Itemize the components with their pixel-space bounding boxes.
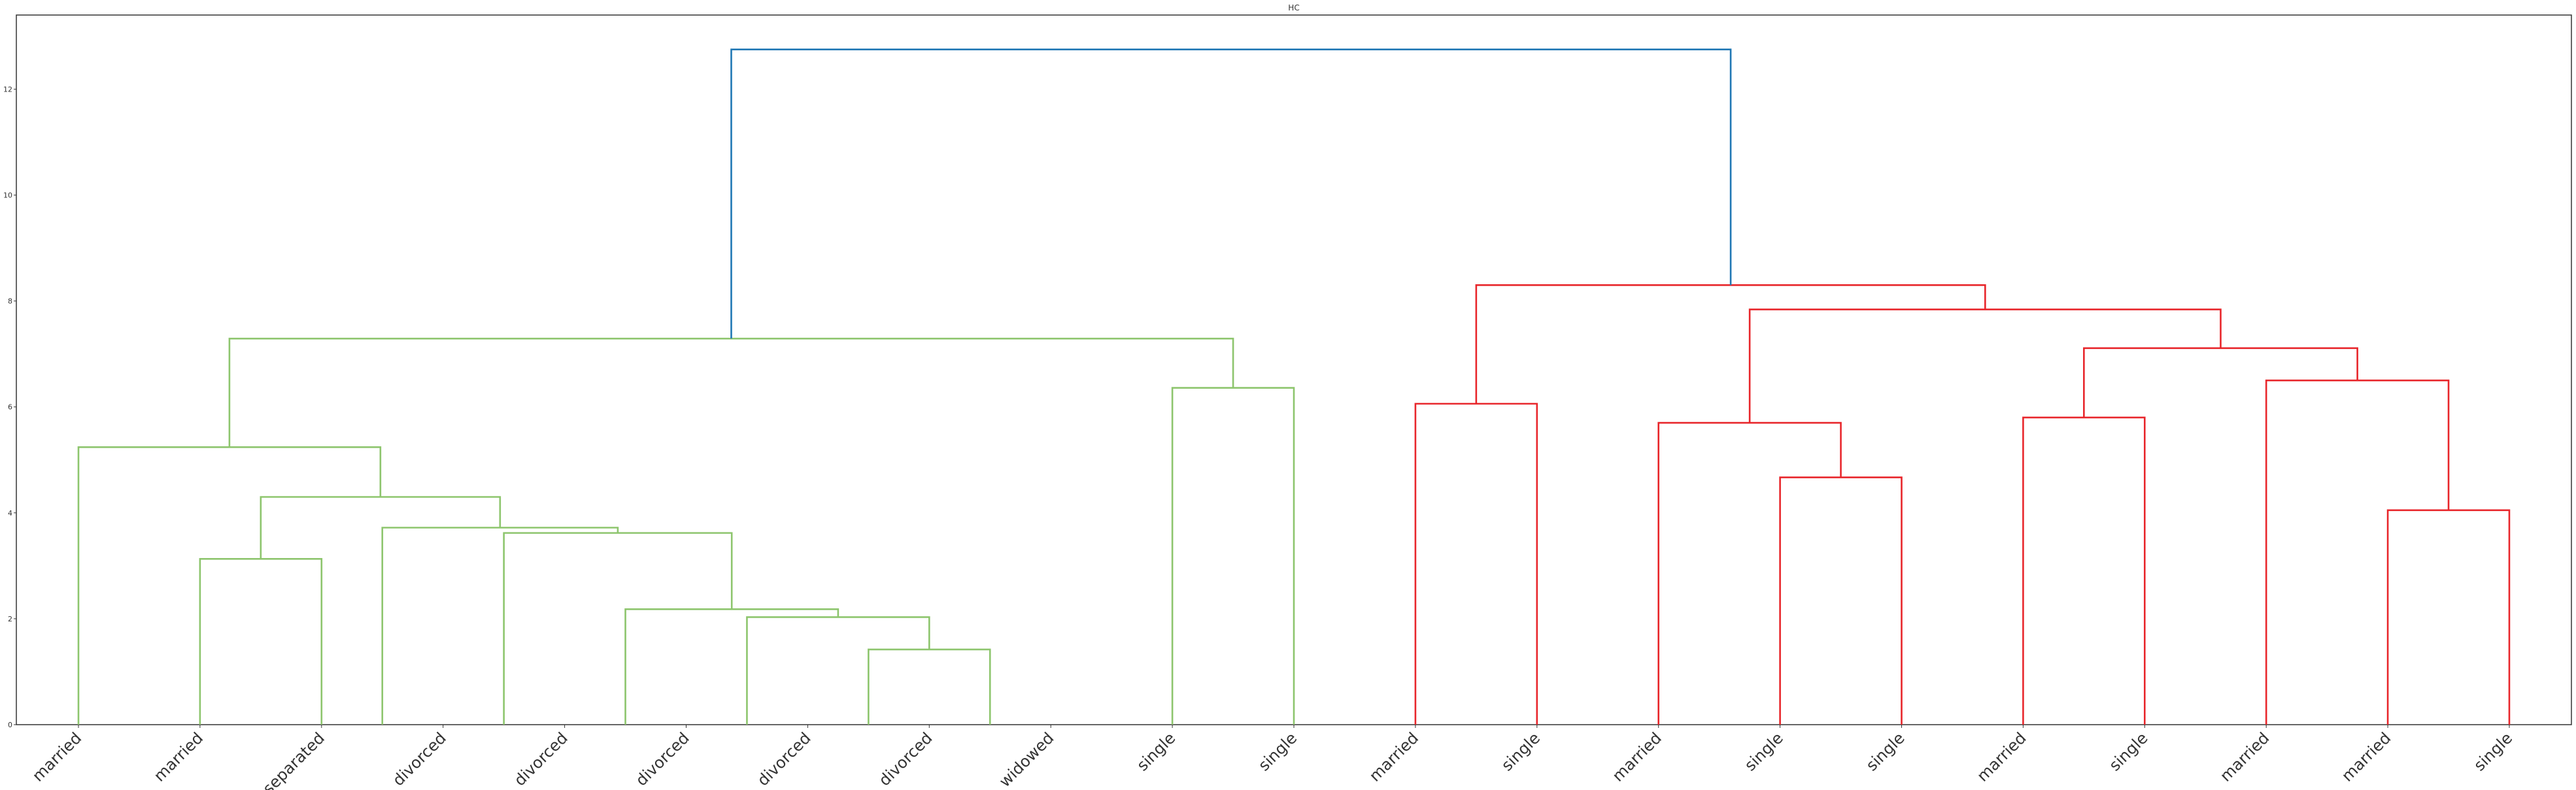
dendrogram-link-15: [2265, 379, 2450, 725]
leaf-label: single: [2470, 729, 2516, 774]
leaf-label: divorced: [389, 729, 450, 789]
leaf-label: divorced: [511, 729, 571, 789]
dendrogram-link-7: [77, 446, 382, 725]
leaf-label: single: [1133, 729, 1179, 774]
leaf-label: married: [1366, 729, 1422, 785]
leaf-label: widowed: [996, 729, 1058, 790]
y-axis-ticks: 0 2 4 6 8 10 12: [3, 85, 16, 729]
dendrogram-link-19: [730, 48, 1732, 339]
leaf-label: separated: [260, 729, 329, 790]
y-tick-label: 10: [3, 191, 12, 200]
y-tick-label: 6: [8, 403, 12, 412]
leaf-label: married: [1609, 729, 1665, 785]
dendrogram-link-3: [503, 532, 733, 725]
leaf-label: divorced: [754, 729, 815, 789]
dendrogram-link-11: [1779, 476, 1903, 725]
y-tick-label: 0: [8, 721, 12, 729]
dendrogram-link-4: [381, 527, 619, 725]
dendrogram-link-5: [199, 558, 323, 725]
leaf-label: single: [2105, 729, 2151, 774]
leaf-label: married: [2216, 729, 2273, 785]
y-tick-label: 12: [3, 85, 12, 93]
dendrogram-link-2: [624, 608, 839, 725]
dendrogram-link-10: [1414, 403, 1538, 725]
dendrogram-link-18: [1475, 284, 1986, 404]
y-tick-label: 4: [8, 509, 12, 518]
leaf-label: single: [1498, 729, 1544, 774]
dendrogram-link-13: [2022, 416, 2146, 725]
leaf-label: married: [1973, 729, 2029, 785]
dendrogram-links: [77, 48, 2511, 725]
dendrogram-link-16: [2083, 347, 2358, 418]
leaf-label: married: [2338, 729, 2394, 785]
leaf-label: divorced: [875, 729, 936, 789]
chart-title: HC: [1288, 3, 1299, 12]
leaf-label: married: [150, 729, 207, 785]
dendrogram-link-17: [1748, 308, 2222, 423]
y-tick-label: 8: [8, 297, 12, 306]
dendrogram-link-14: [2386, 509, 2511, 725]
dendrogram-link-0: [868, 648, 991, 725]
leaf-label: single: [1863, 729, 1908, 774]
dendrogram-link-8: [1171, 387, 1295, 725]
leaf-labels: married married separated divorced divorced d…: [29, 725, 2516, 790]
dendrogram-link-12: [1657, 421, 1842, 725]
y-tick-label: 2: [8, 615, 12, 623]
leaf-label: divorced: [632, 729, 693, 789]
leaf-label: single: [1741, 729, 1787, 774]
dendrogram-link-1: [746, 616, 930, 725]
leaf-label: married: [29, 729, 85, 785]
dendrogram-link-9: [228, 337, 1234, 448]
leaf-label: single: [1255, 729, 1300, 774]
